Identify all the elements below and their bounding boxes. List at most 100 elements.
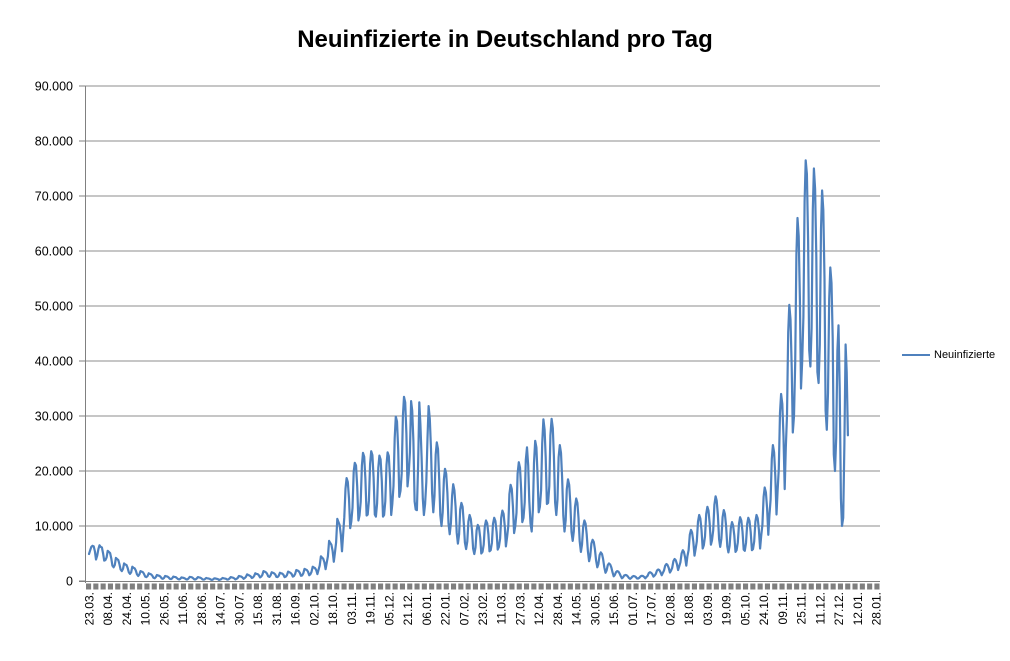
x-axis-tick-strip-dash — [451, 583, 457, 590]
x-axis-label: 30.07. — [232, 592, 246, 625]
y-axis-label: 0 — [66, 575, 73, 589]
x-axis-tick-strip-dash — [399, 583, 405, 590]
x-axis-label: 28.06. — [195, 592, 209, 625]
x-axis-label: 19.09. — [720, 592, 734, 625]
x-axis-tick-strip-dash — [217, 583, 223, 590]
x-axis-tick-strip-dash — [356, 583, 362, 590]
x-axis-label: 06.01. — [420, 592, 434, 625]
x-axis-tick-strip-dash — [553, 583, 559, 590]
x-axis-label: 12.04. — [532, 592, 546, 625]
x-axis-tick-strip-dash — [618, 583, 624, 590]
x-axis-tick-strip-dash — [137, 583, 143, 590]
x-axis-tick-strip-dash — [115, 583, 121, 590]
x-axis-label: 24.10. — [757, 592, 771, 625]
x-axis-label: 30.05. — [588, 592, 602, 625]
x-axis-tick-strip-dash — [210, 583, 216, 590]
x-axis-tick-strip-dash — [421, 583, 427, 590]
x-axis-label: 02.10. — [307, 592, 321, 625]
x-axis-tick-strip-dash — [772, 583, 778, 590]
x-axis-tick-strip-dash — [677, 583, 683, 590]
x-axis-tick-strip-dash — [305, 583, 311, 590]
x-axis-tick-strip-dash — [655, 583, 661, 590]
x-axis-tick-strip-dash — [801, 583, 807, 590]
x-axis-tick-strip-dash — [750, 583, 756, 590]
x-axis-tick-strip-dash — [180, 583, 186, 590]
x-axis-label: 27.12. — [832, 592, 846, 625]
y-axis-label: 80.000 — [35, 135, 73, 149]
x-axis-tick-strip-dash — [275, 583, 281, 590]
x-axis-tick-strip-dash — [465, 583, 471, 590]
x-axis-label: 22.01. — [439, 592, 453, 625]
legend-line-swatch — [902, 354, 930, 356]
x-axis-tick-strip-dash — [779, 583, 785, 590]
x-axis-tick-strip-dash — [757, 583, 763, 590]
x-axis-tick-strip-dash — [626, 583, 632, 590]
x-axis-tick-strip-dash — [845, 583, 851, 590]
x-axis-tick-strip-dash — [129, 583, 135, 590]
x-axis-label: 15.06. — [607, 592, 621, 625]
x-axis-tick-strip-dash — [436, 583, 442, 590]
x-axis-label: 07.02. — [457, 592, 471, 625]
x-axis-tick-strip-dash — [589, 583, 595, 590]
x-axis-tick-strip-dash — [283, 583, 289, 590]
x-axis-tick-strip-dash — [224, 583, 230, 590]
x-axis-label: 28.04. — [551, 592, 565, 625]
x-axis-label: 16.09. — [289, 592, 303, 625]
x-axis-tick-strip-dash — [378, 583, 384, 590]
x-axis-tick-strip-dash — [239, 583, 245, 590]
x-axis-tick-strip-dash — [670, 583, 676, 590]
x-axis-tick-strip-dash — [721, 583, 727, 590]
x-axis-tick-strip-dash — [246, 583, 252, 590]
x-axis-label: 23.03. — [83, 592, 97, 625]
x-axis-tick-strip-dash — [794, 583, 800, 590]
x-axis-tick-strip-dash — [151, 583, 157, 590]
x-axis-label: 18.08. — [682, 592, 696, 625]
y-axis-label: 40.000 — [35, 355, 73, 369]
y-axis-label: 30.000 — [35, 410, 73, 424]
x-axis-label: 15.08. — [251, 592, 265, 625]
x-axis-tick-strip-dash — [816, 583, 822, 590]
x-axis-tick-strip-dash — [122, 583, 128, 590]
x-axis-tick-strip-dash — [502, 583, 508, 590]
legend[interactable]: Neuinfizierte — [902, 349, 995, 361]
x-axis-tick-strip-dash — [348, 583, 354, 590]
x-axis-tick-strip-dash — [202, 583, 208, 590]
x-axis-tick-strip-dash — [319, 583, 325, 590]
x-axis-tick-strip-dash — [363, 583, 369, 590]
x-axis-tick-strip-dash — [232, 583, 238, 590]
x-axis-tick-strip-dash — [326, 583, 332, 590]
y-axis-label: 50.000 — [35, 300, 73, 314]
x-axis-tick-strip-dash — [582, 583, 588, 590]
x-axis-tick-strip-dash — [735, 583, 741, 590]
x-axis-label: 09.11. — [776, 592, 790, 624]
x-axis-label: 18.10. — [326, 592, 340, 625]
y-axis-label: 60.000 — [35, 245, 73, 259]
x-axis-tick-strip-dash — [487, 583, 493, 590]
x-axis-tick-strip-dash — [480, 583, 486, 590]
x-axis-tick-strip-dash — [443, 583, 449, 590]
x-axis-tick-strip-dash — [713, 583, 719, 590]
x-axis-tick-strip-dash — [253, 583, 259, 590]
x-axis-tick-strip-dash — [341, 583, 347, 590]
x-axis-label: 11.12. — [813, 592, 827, 624]
x-axis-tick-strip-dash — [823, 583, 829, 590]
x-axis-tick-strip-dash — [159, 583, 165, 590]
x-axis-tick-strip-dash — [93, 583, 99, 590]
y-axis-label: 10.000 — [35, 520, 73, 534]
x-axis-tick-strip-dash — [531, 583, 537, 590]
x-axis-tick-strip-dash — [173, 583, 179, 590]
x-axis-tick-strip-dash — [874, 583, 880, 590]
x-axis-tick-strip-dash — [764, 583, 770, 590]
x-axis-tick-strip-dash — [290, 583, 296, 590]
x-axis-tick-strip-dash — [297, 583, 303, 590]
series-line-neuinfizierte — [87, 159, 850, 582]
x-axis-tick-strip-dash — [86, 583, 92, 590]
x-axis-tick-strip-dash — [268, 583, 274, 590]
x-axis-label: 26.05. — [157, 592, 171, 625]
x-axis-tick-strip-dash — [859, 583, 865, 590]
x-axis-tick-strip-dash — [494, 583, 500, 590]
y-axis-label: 20.000 — [35, 465, 73, 479]
x-axis-tick-strip-dash — [852, 583, 858, 590]
